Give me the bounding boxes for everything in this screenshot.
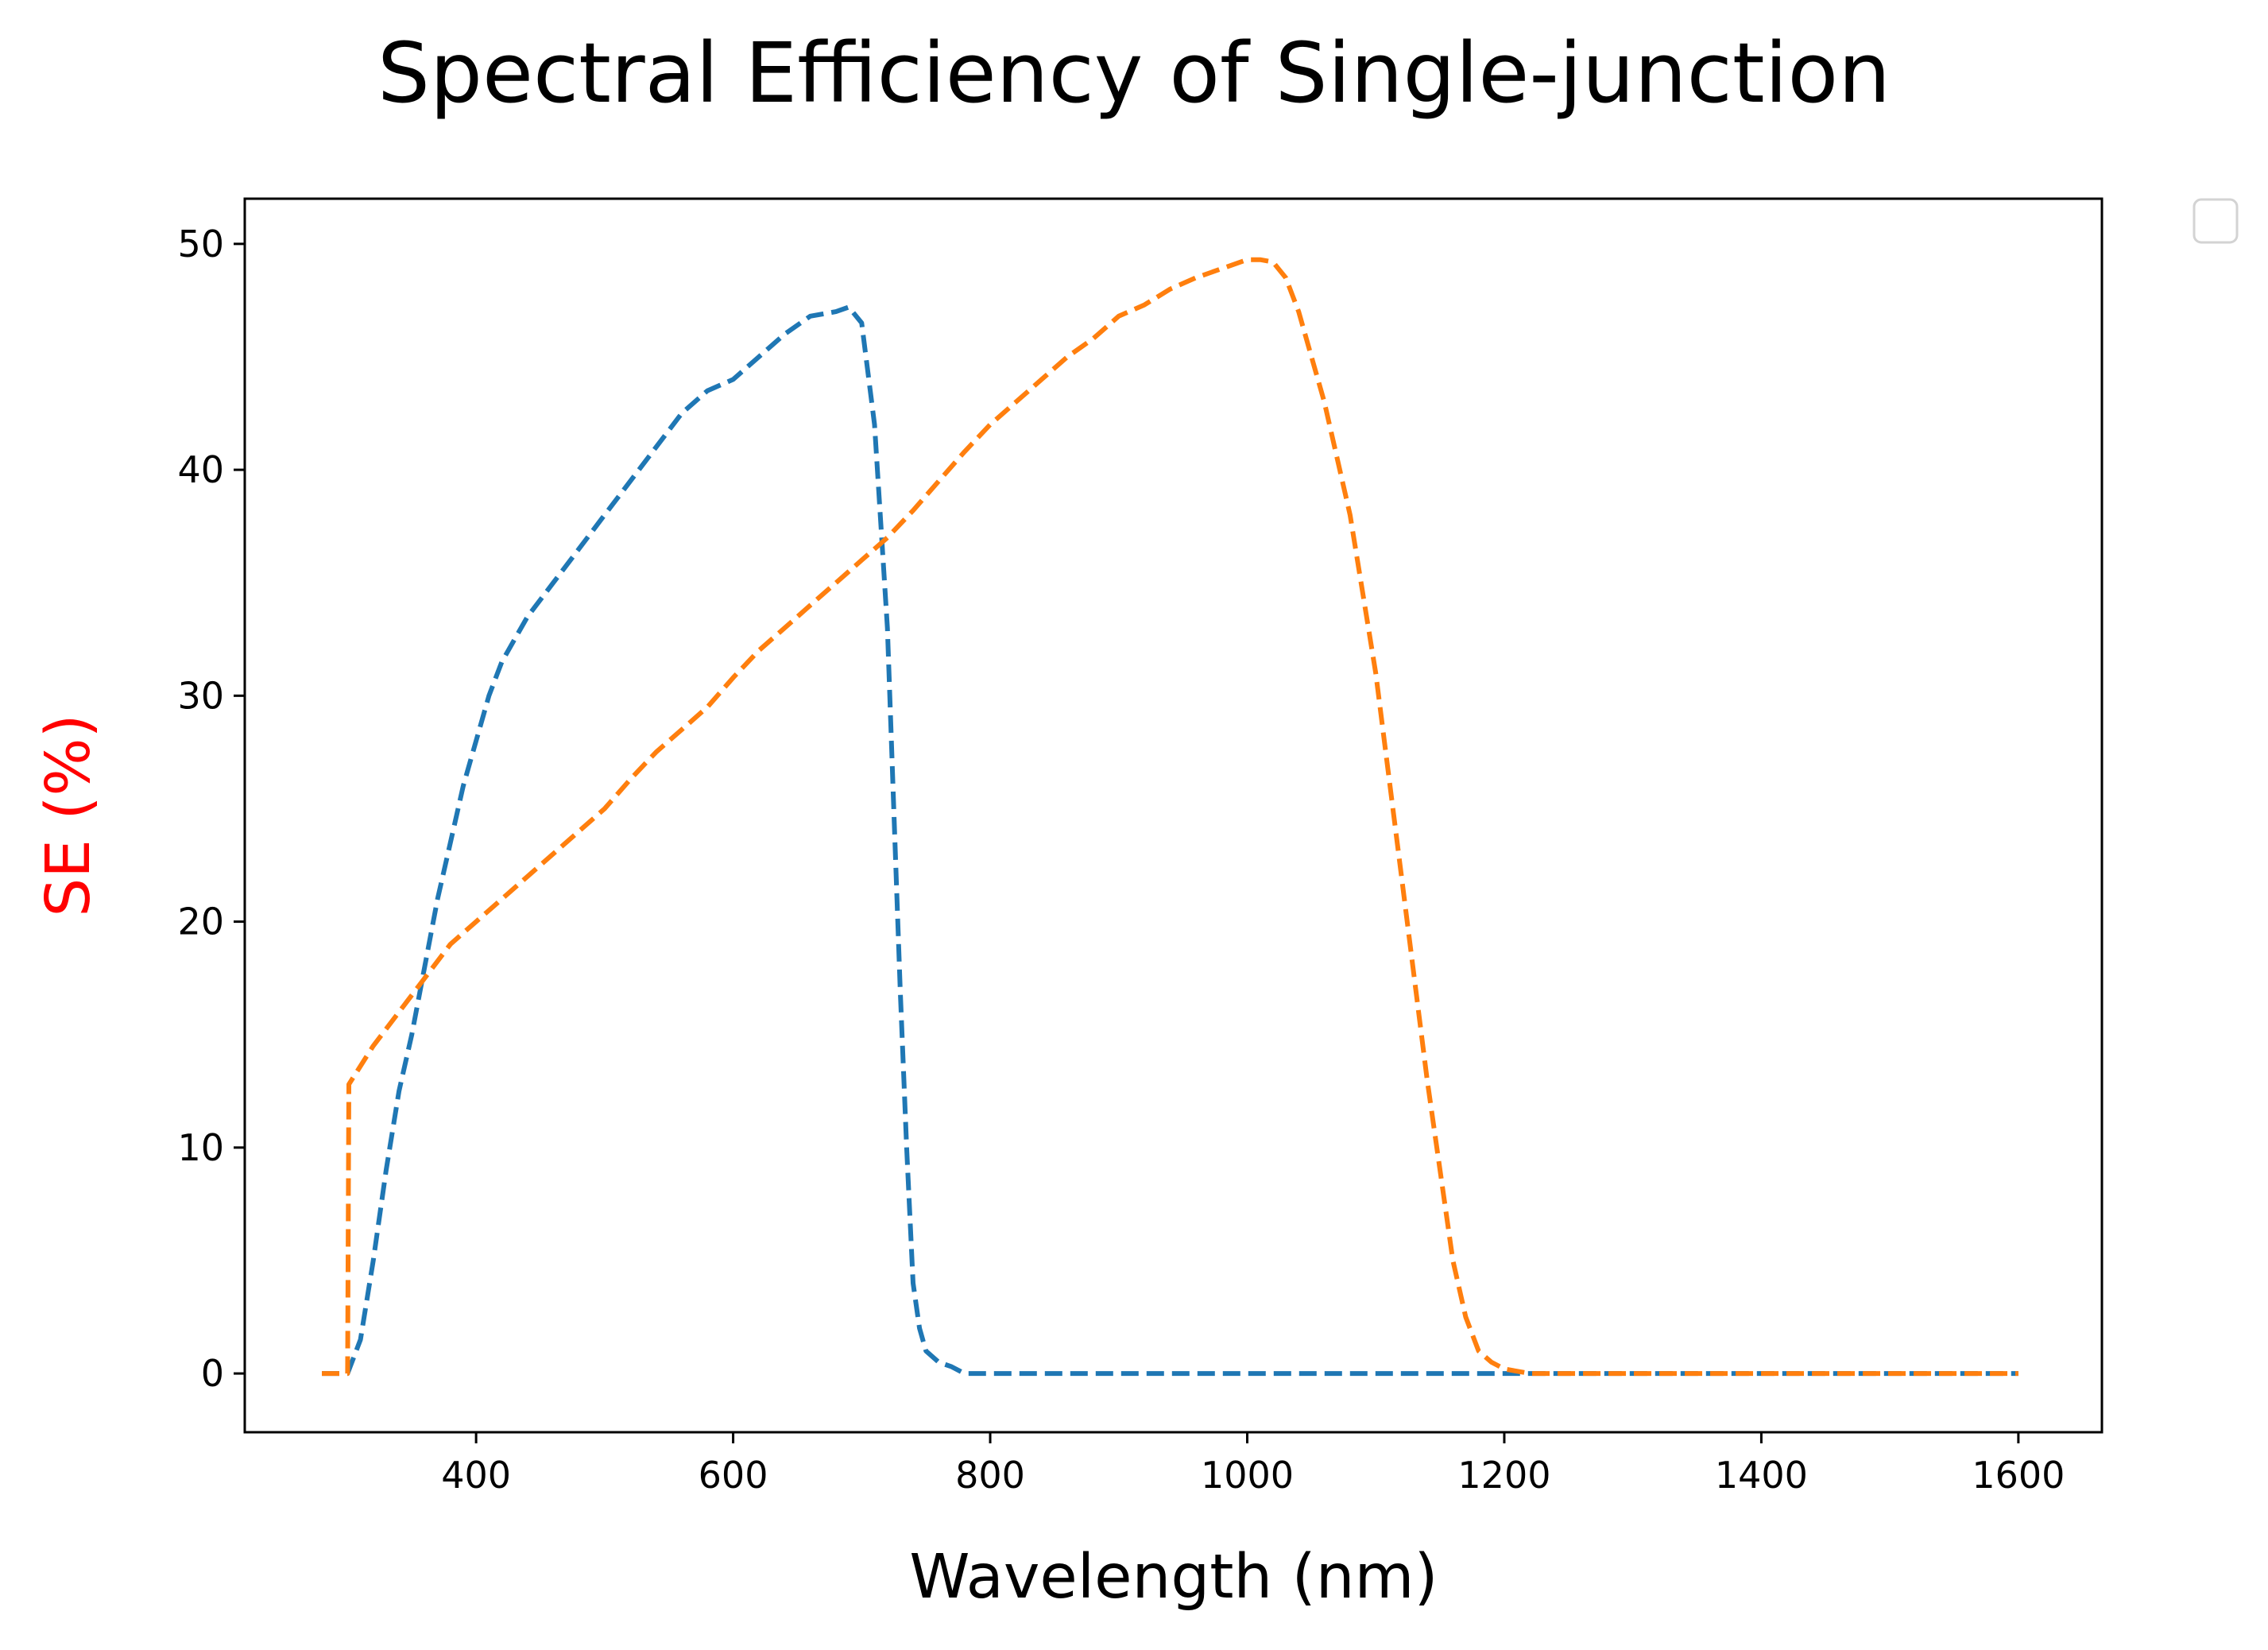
y-axis-label: SE (%) [33,714,104,916]
x-tick-label: 1400 [1715,1454,1808,1497]
x-tick-label: 1000 [1201,1454,1294,1497]
y-tick-label: 50 [177,223,224,265]
x-tick-label: 400 [441,1454,511,1497]
x-axis-ticks: 400 600 800 1000 1200 1400 1600 [441,1432,2065,1497]
x-tick-label: 800 [955,1454,1025,1497]
x-tick-label: 600 [699,1454,768,1497]
y-tick-label: 30 [177,674,224,717]
x-axis-label: Wavelength (nm) [909,1542,1438,1613]
y-tick-label: 20 [177,901,224,943]
x-tick-label: 1600 [1972,1454,2065,1497]
y-tick-label: 0 [201,1352,224,1395]
chart-title: Spectral Efficiency of Single-junction [377,25,1891,122]
series-line-2 [322,257,2018,1377]
y-tick-label: 40 [177,448,224,491]
y-tick-label: 10 [177,1126,224,1169]
legend-box [2193,198,2239,244]
x-tick-label: 1200 [1457,1454,1550,1497]
series-line-1 [322,304,2018,1377]
series-layer [322,257,2018,1377]
plot-frame [243,197,2104,1434]
y-axis-ticks: 0 10 20 30 40 50 [177,223,245,1395]
